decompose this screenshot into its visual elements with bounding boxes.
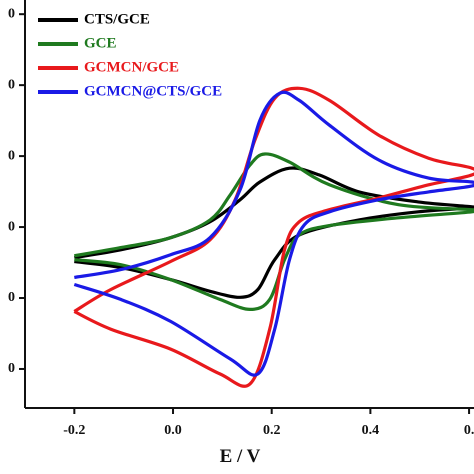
legend-label: CTS/GCE: [84, 11, 150, 27]
x-axis-label: E / V: [220, 446, 261, 467]
x-tick-label: 0.0: [164, 423, 182, 438]
cv-curve: [73, 86, 474, 388]
y-tick-label: 0: [8, 77, 15, 92]
x-tick-label: 0.: [464, 423, 474, 438]
legend-label: GCMCN/GCE: [84, 59, 179, 75]
y-tick-label: 0: [8, 219, 15, 234]
y-tick-label: 0: [8, 6, 15, 21]
y-tick-label: 0: [8, 290, 15, 305]
legend-label: GCMCN@CTS/GCE: [84, 83, 222, 99]
x-tick-label: 0.4: [362, 423, 380, 438]
cv-curve: [74, 166, 474, 299]
cv-curve: [73, 90, 474, 377]
legend-label: GCE: [84, 35, 117, 51]
y-tick-label: 0: [8, 361, 15, 376]
x-tick-label: 0.2: [263, 423, 281, 438]
cv-curve: [74, 152, 474, 311]
y-tick-label: 0: [8, 148, 15, 163]
x-tick-label: -0.2: [63, 423, 85, 438]
